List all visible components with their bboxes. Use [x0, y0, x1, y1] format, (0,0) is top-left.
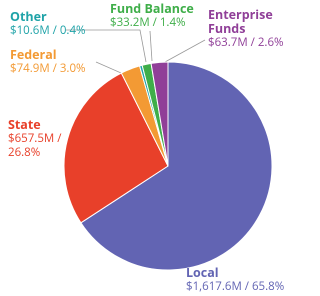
slices [63, 61, 273, 271]
leader-line [66, 29, 147, 63]
slice-name: Enterprise Funds [208, 6, 273, 37]
leader-line [164, 39, 206, 63]
slice [150, 61, 169, 167]
slice-label: Fund Balance $33.2M / 1.4% [110, 2, 220, 30]
slice-label: State $657.5M / 26.8% [8, 118, 80, 160]
chart: Local $1,617.6M / 65.8% State $657.5M / 26… [8, 1, 296, 294]
slice-value: $63.7M / 2.6% [208, 35, 284, 50]
slice-value: $657.5M / 26.8% [8, 131, 62, 160]
leader-line [149, 30, 153, 62]
pie-chart [63, 29, 273, 271]
slice-name: State [8, 116, 41, 133]
slice-value: $10.6M / 0.4% [10, 23, 86, 38]
slice-name: Fund Balance [110, 0, 194, 17]
slice-name: Local [186, 264, 219, 281]
slice [80, 61, 273, 271]
slice-label: Other $10.6M / 0.4% [10, 10, 120, 38]
slice-value: $1,617.6M / 65.8% [186, 279, 285, 294]
slice-label: Federal $74.9M / 3.0% [10, 48, 120, 76]
slice-name: Federal [10, 46, 57, 63]
slice [63, 72, 169, 224]
slice-label: Enterprise Funds $63.7M / 2.6% [208, 8, 294, 50]
slice-value: $74.9M / 3.0% [10, 61, 86, 76]
slice-name: Other [10, 8, 47, 25]
slice-label: Local $1,617.6M / 65.8% [186, 266, 296, 294]
slice-value: $33.2M / 1.4% [110, 15, 186, 30]
